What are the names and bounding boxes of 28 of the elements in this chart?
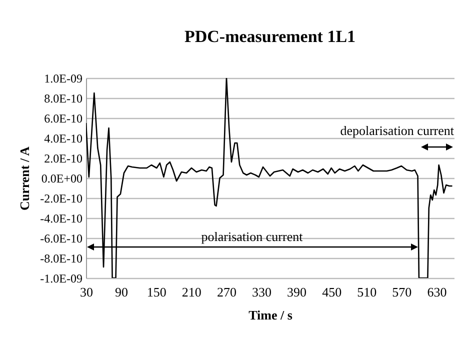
annotation: depolarisation current — [340, 123, 454, 138]
x-tick-label: 450 — [322, 284, 342, 300]
x-axis-title: Time / s — [248, 308, 292, 322]
y-tick-label: 0.0E+00 — [41, 172, 82, 186]
line-series — [86, 78, 453, 278]
x-tick-label: 510 — [357, 284, 377, 300]
y-tick-label: -8.0E-10 — [40, 252, 82, 266]
y-tick-label: 8.0E-10 — [44, 92, 82, 106]
y-tick-label: -4.0E-10 — [40, 212, 82, 226]
x-tick-label: 570 — [392, 284, 412, 300]
x-tick-label: 30 — [80, 284, 93, 300]
y-tick-label: 2.0E-10 — [44, 152, 82, 166]
annotation: polarisation current — [201, 229, 304, 244]
x-tick-label: 90 — [115, 284, 128, 300]
y-tick-label: -2.0E-10 — [40, 192, 82, 206]
y-tick-label: -6.0E-10 — [40, 232, 82, 246]
x-tick-label: 210 — [182, 284, 202, 300]
x-tick-label: 330 — [252, 284, 272, 300]
y-axis-title: Current / A — [17, 146, 32, 211]
y-tick-label: -1.0E-09 — [40, 272, 82, 286]
chart-title: PDC-measurement 1L1 — [184, 27, 356, 46]
x-tick-label: 270 — [216, 284, 236, 300]
x-tick-label: 150 — [146, 284, 166, 300]
y-tick-label: 1.0E-09 — [44, 72, 82, 86]
y-tick-label: 4.0E-10 — [44, 132, 82, 146]
x-tick-label: 630 — [427, 284, 447, 300]
y-tick-label: 6.0E-10 — [44, 112, 82, 126]
x-tick-label: 390 — [287, 284, 307, 300]
